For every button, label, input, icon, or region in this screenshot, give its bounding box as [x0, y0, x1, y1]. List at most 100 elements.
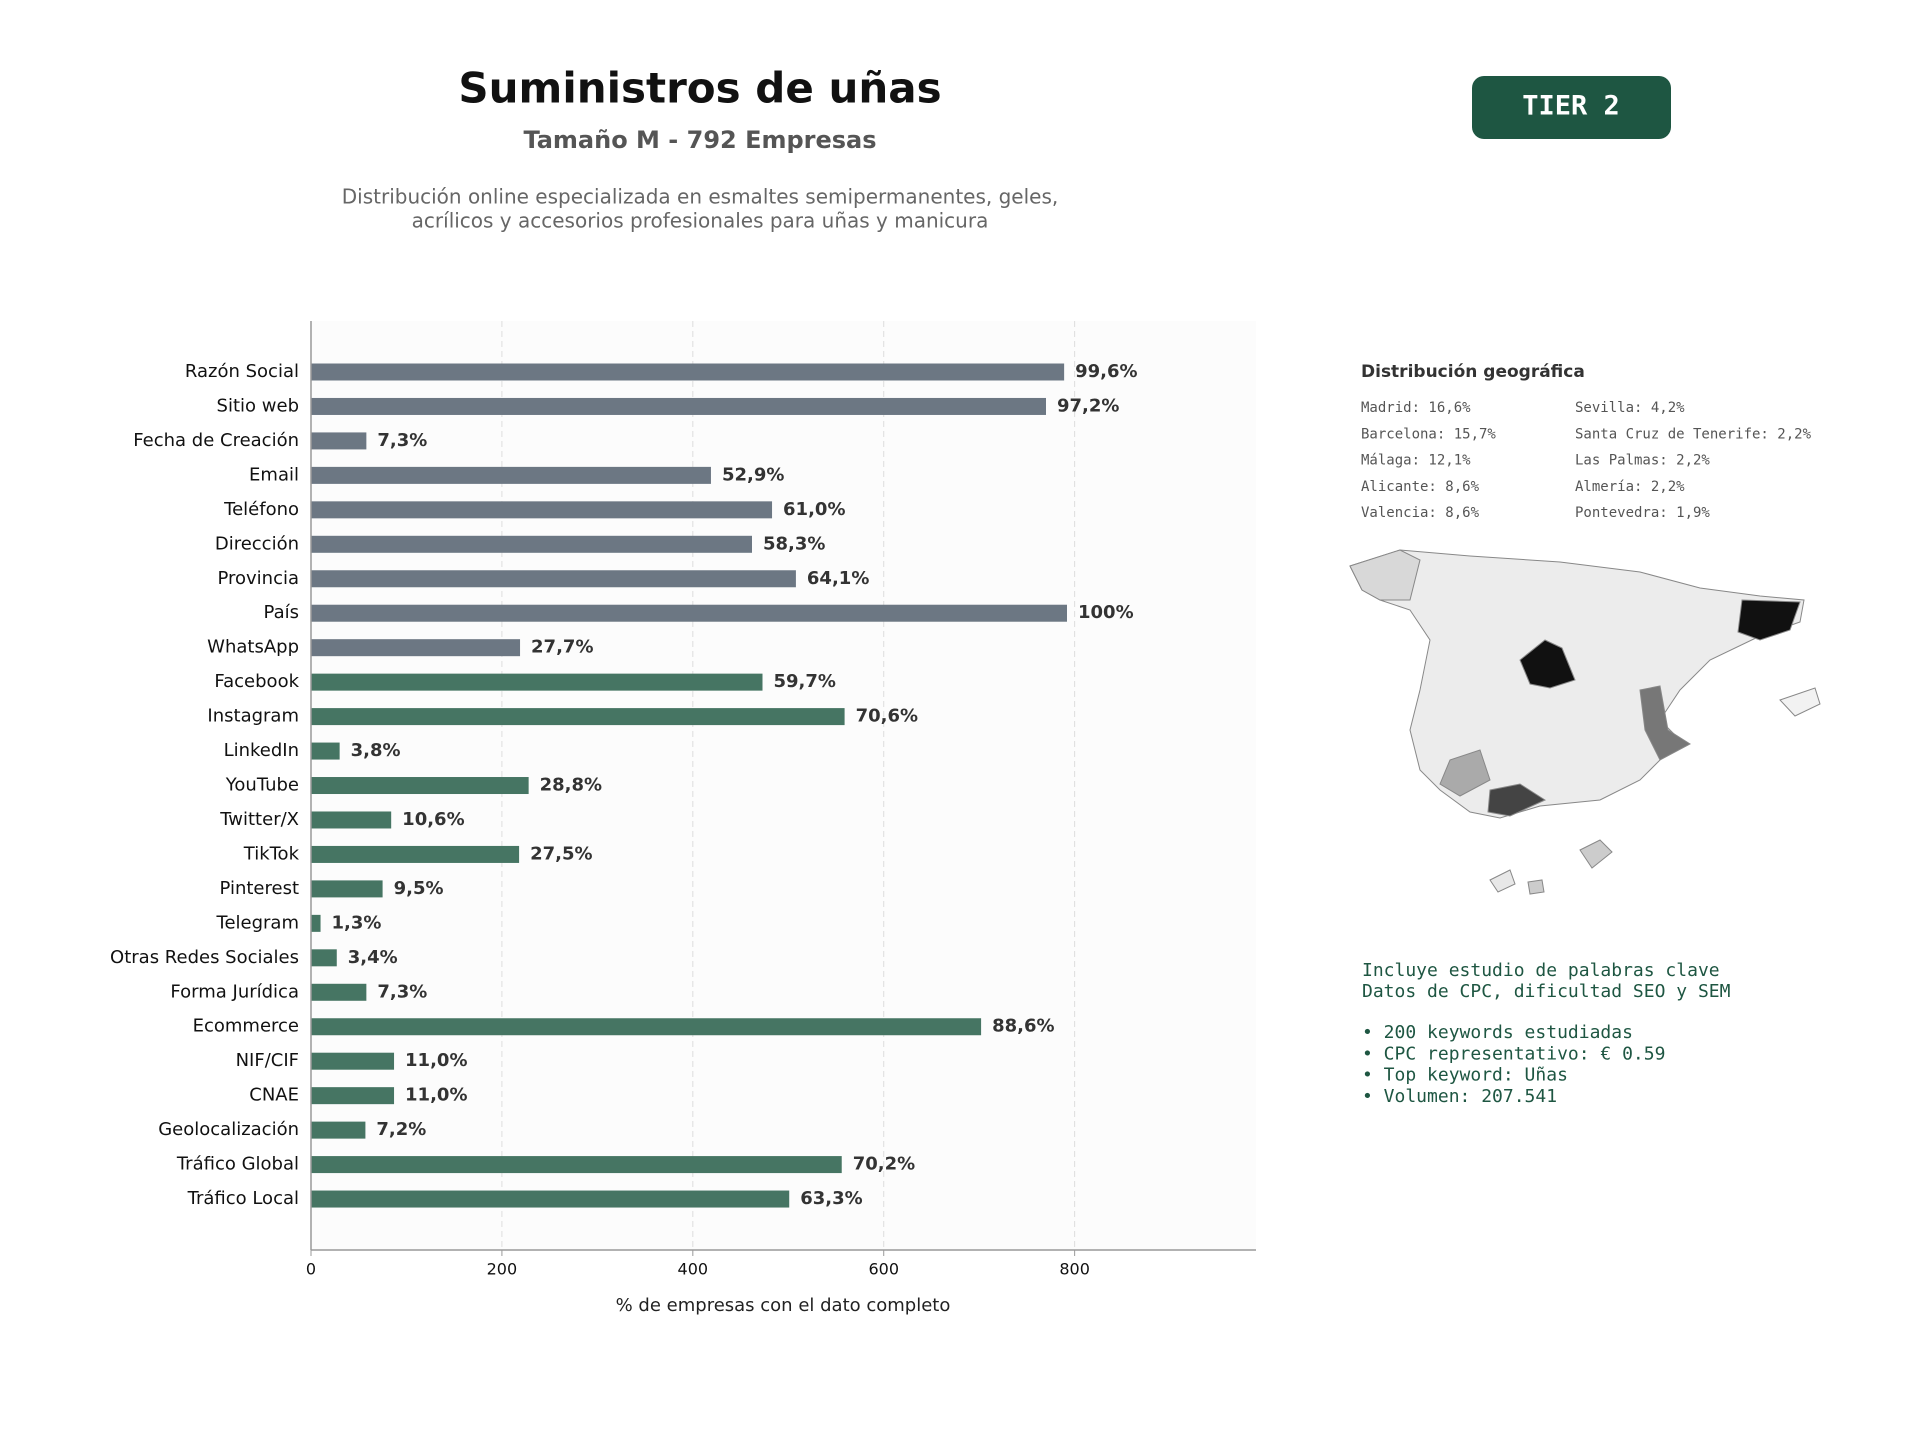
map-region — [1349, 549, 1421, 601]
geo-title: Distribución geográfica — [1361, 362, 1585, 382]
value-label: 7,2% — [376, 1119, 426, 1140]
value-label: 99,6% — [1075, 361, 1137, 382]
bar — [311, 811, 392, 829]
y-tick-label: Facebook — [214, 671, 299, 692]
geo-item: Almería: 2,2% — [1575, 479, 1685, 495]
geo-item: Valencia: 8,6% — [1361, 505, 1480, 521]
map-spain — [1349, 549, 1805, 819]
y-tick-label: Provincia — [217, 568, 299, 589]
bar — [311, 1087, 395, 1105]
x-tick-label: 0 — [306, 1260, 316, 1279]
x-axis-label: % de empresas con el dato completo — [616, 1295, 951, 1316]
value-label: 7,3% — [377, 981, 427, 1002]
geo-item: Madrid: 16,6% — [1361, 400, 1471, 416]
y-tick-label: Ecommerce — [193, 1016, 299, 1037]
bar — [311, 535, 752, 553]
y-tick-label: Twitter/X — [219, 809, 299, 830]
value-label: 61,0% — [783, 499, 845, 520]
map-baleares — [1779, 687, 1821, 717]
bar — [311, 397, 1046, 415]
map — [1349, 549, 1821, 895]
geo-item: Sevilla: 4,2% — [1575, 400, 1685, 416]
x-tick-label: 800 — [1059, 1260, 1090, 1279]
bar — [311, 1156, 842, 1174]
bar — [311, 845, 520, 863]
y-tick-label: Email — [249, 464, 299, 485]
badge-box — [1472, 76, 1671, 139]
value-label: 1,3% — [332, 912, 382, 933]
bar — [311, 742, 340, 760]
map-canarias — [1579, 839, 1613, 869]
bar — [311, 1052, 395, 1070]
keyword-bullet: • 200 keywords estudiadas — [1362, 1022, 1633, 1043]
value-label: 97,2% — [1057, 395, 1119, 416]
map-valencia — [1639, 685, 1691, 761]
y-tick-label: Sitio web — [217, 395, 299, 416]
bar — [311, 604, 1067, 622]
y-tick-label: Geolocalización — [158, 1119, 299, 1140]
y-tick-label: Razón Social — [185, 361, 299, 382]
value-label: 52,9% — [722, 464, 784, 485]
y-tick-label: Otras Redes Sociales — [110, 947, 299, 968]
y-tick-label: Pinterest — [219, 878, 299, 899]
geo-item: Málaga: 12,1% — [1361, 453, 1471, 469]
description: Distribución online especializada en esm… — [342, 185, 1059, 209]
value-label: 10,6% — [402, 809, 464, 830]
map-madrid — [1519, 639, 1576, 689]
value-label: 3,4% — [348, 947, 398, 968]
geo-item: Barcelona: 15,7% — [1361, 426, 1496, 442]
bar — [311, 708, 845, 726]
value-label: 70,6% — [856, 706, 918, 727]
bar — [311, 949, 337, 967]
keyword-bullet: • Volumen: 207.541 — [1362, 1086, 1557, 1107]
y-tick-label: Tráfico Local — [187, 1188, 299, 1209]
value-label: 63,3% — [800, 1188, 862, 1209]
geo-item: Las Palmas: 2,2% — [1575, 453, 1710, 469]
value-label: 3,8% — [351, 740, 401, 761]
y-tick-label: Fecha de Creación — [133, 430, 299, 451]
value-label: 28,8% — [540, 775, 602, 796]
value-label: 64,1% — [807, 568, 869, 589]
y-tick-label: YouTube — [225, 775, 299, 796]
y-tick-label: Dirección — [215, 533, 299, 554]
value-label: 11,0% — [405, 1085, 467, 1106]
bar — [311, 501, 773, 519]
bar — [311, 983, 367, 1001]
bar — [311, 639, 521, 657]
map-malaga — [1487, 783, 1547, 817]
map-barcelona — [1737, 599, 1801, 641]
value-label: 7,3% — [377, 430, 427, 451]
y-tick-label: Telegram — [216, 912, 299, 933]
y-tick-label: Instagram — [207, 706, 299, 727]
bar — [311, 570, 796, 588]
bar — [311, 880, 383, 898]
x-tick-label: 200 — [487, 1260, 518, 1279]
value-label: 70,2% — [853, 1154, 915, 1175]
keyword-intro: Incluye estudio de palabras clave — [1362, 960, 1720, 981]
y-tick-label: WhatsApp — [207, 637, 299, 658]
y-tick-label: Forma Jurídica — [170, 981, 299, 1002]
x-tick-label: 600 — [868, 1260, 899, 1279]
y-tick-label: Tráfico Global — [176, 1154, 299, 1175]
description: acrílicos y accesorios profesionales par… — [412, 209, 989, 233]
badge: TIER 2 — [1522, 91, 1620, 122]
subtitle: Tamaño M - 792 Empresas — [523, 126, 876, 154]
bar — [311, 363, 1065, 381]
map-canarias — [1527, 879, 1545, 895]
bar — [311, 1190, 790, 1208]
y-tick-label: Teléfono — [223, 499, 299, 520]
value-label: 9,5% — [394, 878, 444, 899]
keyword-bullet: • CPC representativo: € 0.59 — [1362, 1043, 1665, 1064]
x-tick-label: 400 — [678, 1260, 709, 1279]
map-canarias — [1489, 869, 1516, 893]
geo-item: Alicante: 8,6% — [1361, 479, 1480, 495]
value-label: 27,7% — [531, 637, 593, 658]
y-tick-label: País — [264, 602, 299, 623]
bar — [311, 1121, 366, 1139]
keyword-intro: Datos de CPC, dificultad SEO y SEM — [1362, 981, 1731, 1002]
geo-item: Pontevedra: 1,9% — [1575, 505, 1710, 521]
bar — [311, 432, 367, 450]
value-label: 88,6% — [992, 1016, 1054, 1037]
value-label: 100% — [1078, 602, 1134, 623]
value-label: 58,3% — [763, 533, 825, 554]
